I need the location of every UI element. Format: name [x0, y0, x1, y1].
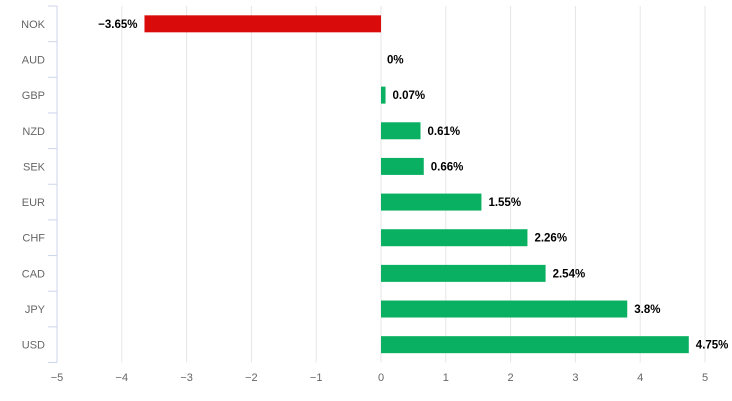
bar-JPY[interactable] — [381, 300, 628, 318]
category-label-USD: USD — [22, 340, 45, 352]
value-label-JPY: 3.8% — [634, 304, 660, 316]
x-tick-label-3: 3 — [572, 372, 578, 384]
value-label-SEK: 0.66% — [431, 161, 464, 173]
x-axis-labels: −5 −4 −3 −2 −1 0 1 2 3 4 5 — [51, 372, 708, 384]
x-tick-label-4: 4 — [637, 372, 643, 384]
category-axis — [48, 5, 58, 363]
category-label-NOK: NOK — [21, 19, 46, 31]
x-tick-label-−5: −5 — [51, 372, 64, 384]
category-label-GBP: GBP — [22, 90, 45, 102]
x-tick-label-−2: −2 — [245, 372, 258, 384]
bar-NOK[interactable] — [144, 15, 381, 33]
x-tick-label-0: 0 — [378, 372, 384, 384]
bar-CHF[interactable] — [381, 229, 528, 247]
bar-EUR[interactable] — [381, 193, 482, 211]
x-tick-label-−4: −4 — [116, 372, 129, 384]
value-label-EUR: 1.55% — [488, 197, 521, 209]
value-label-GBP: 0.07% — [393, 90, 426, 102]
value-label-USD: 4.75% — [696, 340, 729, 352]
value-label-AUD: 0% — [387, 54, 404, 66]
value-label-NZD: 0.61% — [428, 126, 461, 138]
value-label-CAD: 2.54% — [553, 268, 586, 280]
category-label-AUD: AUD — [22, 54, 45, 66]
bar-NZD[interactable] — [381, 122, 421, 140]
value-labels: −3.65% 0% 0.07% 0.61% 0.66% 1.55% 2.26% 2.54% 3.… — [98, 19, 728, 352]
x-tick-label-2: 2 — [508, 372, 514, 384]
x-tick-label-−1: −1 — [310, 372, 323, 384]
x-tick-label-−3: −3 — [180, 372, 193, 384]
category-label-EUR: EUR — [22, 197, 45, 209]
category-label-NZD: NZD — [22, 126, 45, 138]
category-label-CHF: CHF — [22, 233, 45, 245]
bar-USD[interactable] — [381, 336, 689, 354]
bar-GBP[interactable] — [381, 86, 386, 104]
bars — [144, 15, 689, 354]
bar-CAD[interactable] — [381, 264, 546, 282]
value-label-NOK: −3.65% — [98, 19, 137, 31]
category-label-SEK: SEK — [23, 161, 46, 173]
bar-SEK[interactable] — [381, 157, 424, 175]
gridlines — [56, 6, 706, 363]
value-label-CHF: 2.26% — [534, 233, 567, 245]
x-tick-label-1: 1 — [443, 372, 449, 384]
category-label-CAD: CAD — [22, 268, 45, 280]
x-tick-label-5: 5 — [702, 372, 708, 384]
category-label-JPY: JPY — [25, 304, 46, 316]
category-labels: NOK AUD GBP NZD SEK EUR CHF CAD JPY USD — [21, 19, 46, 352]
